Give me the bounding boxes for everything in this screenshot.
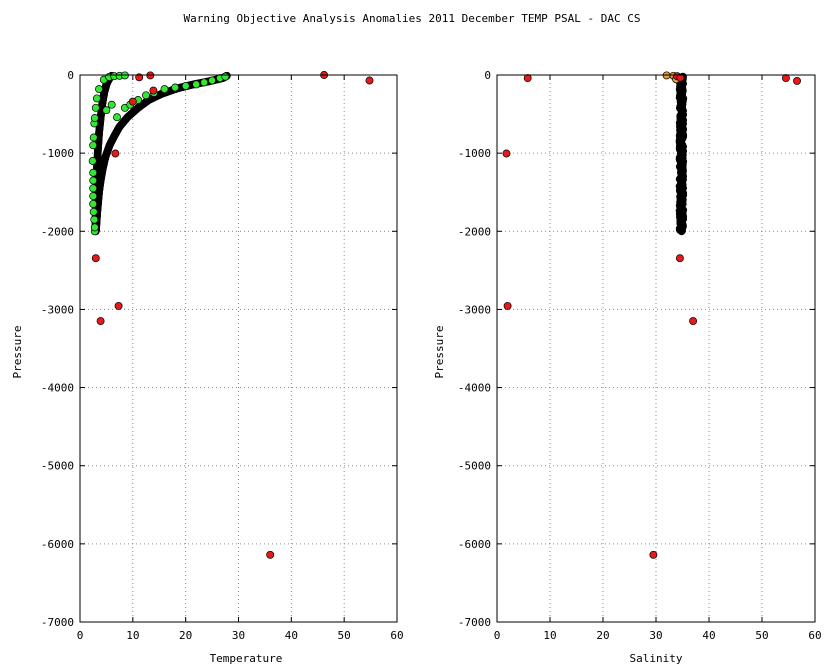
y-axis-label: Pressure	[11, 326, 24, 379]
x-tick-label: 60	[390, 629, 403, 642]
data-points	[502, 71, 801, 559]
data-points	[88, 71, 374, 559]
data-point	[90, 223, 99, 232]
y-tick-label: -5000	[458, 460, 491, 473]
ticks: 0 10 20 30 40 50 60 0 -1000 -2000 -3000 -4000 -5000 -…	[41, 69, 404, 642]
data-point	[503, 301, 512, 310]
data-point	[90, 215, 99, 224]
x-tick-label: 40	[702, 629, 715, 642]
grid	[80, 75, 397, 622]
data-point	[649, 550, 658, 559]
plot-frame	[79, 74, 398, 623]
y-tick-label: -2000	[458, 225, 491, 238]
data-point	[92, 94, 101, 103]
data-point	[89, 168, 98, 177]
data-point	[502, 149, 511, 158]
data-point	[89, 192, 98, 201]
y-tick-label: -3000	[458, 303, 491, 316]
y-tick-label: -4000	[41, 382, 74, 395]
data-point	[135, 73, 144, 82]
data-point	[96, 317, 105, 326]
data-point	[181, 81, 190, 90]
data-point	[200, 78, 209, 87]
data-point	[171, 83, 180, 92]
data-point	[89, 184, 98, 193]
x-tick-label: 40	[285, 629, 298, 642]
data-point	[675, 254, 684, 263]
data-point	[523, 74, 532, 83]
y-axis-label: Pressure	[433, 326, 446, 379]
data-point	[676, 73, 685, 82]
data-point	[149, 86, 158, 95]
y-tick-label: 0	[67, 69, 74, 82]
y-tick-label: -4000	[458, 382, 491, 395]
salinity-pressure-panel: Salinity Pressure 0 10 20 30 40 50 60 0 -1000 -20…	[433, 69, 822, 665]
data-point	[89, 207, 98, 216]
data-point	[89, 199, 98, 208]
data-point	[91, 254, 100, 263]
data-point	[208, 76, 217, 85]
temperature-pressure-panel: Temperature Pressure 0 10 20 30 40 50 60 0 -1000…	[11, 69, 404, 665]
data-point	[266, 550, 275, 559]
data-point	[91, 103, 100, 112]
x-tick-label: 0	[77, 629, 84, 642]
data-point	[160, 85, 169, 94]
data-point	[365, 76, 374, 85]
x-tick-label: 20	[596, 629, 609, 642]
plot-frame	[496, 74, 816, 623]
data-point	[107, 100, 116, 109]
data-point	[677, 227, 686, 236]
data-point	[114, 301, 123, 310]
figure-title: Warning Objective Analysis Anomalies 201…	[184, 12, 641, 25]
y-tick-label: -1000	[458, 147, 491, 160]
data-point	[113, 113, 121, 122]
x-tick-label: 60	[808, 629, 821, 642]
data-point	[192, 80, 201, 89]
y-tick-label: -2000	[41, 225, 74, 238]
x-tick-label: 50	[338, 629, 351, 642]
data-point	[102, 106, 111, 115]
data-point	[90, 114, 99, 122]
data-point	[781, 74, 790, 83]
grid	[497, 75, 815, 622]
y-tick-label: -6000	[458, 538, 491, 551]
y-tick-label: -7000	[458, 616, 491, 629]
x-tick-label: 0	[494, 629, 501, 642]
x-tick-label: 10	[126, 629, 139, 642]
x-axis-label: Temperature	[210, 652, 283, 665]
x-tick-label: 30	[649, 629, 662, 642]
x-axis-label: Salinity	[630, 652, 683, 665]
data-point	[89, 141, 98, 150]
data-point	[88, 157, 97, 165]
y-tick-label: -6000	[41, 538, 74, 551]
data-point	[793, 76, 801, 85]
data-point	[111, 149, 120, 158]
x-tick-label: 30	[232, 629, 245, 642]
y-tick-label: -1000	[41, 147, 74, 160]
y-tick-label: -3000	[41, 303, 74, 316]
ticks: 0 10 20 30 40 50 60 0 -1000 -2000 -3000 -4000 -5000 -…	[458, 69, 822, 642]
x-tick-label: 20	[179, 629, 192, 642]
data-point	[221, 72, 230, 81]
data-point	[95, 85, 103, 94]
y-tick-label: -7000	[41, 616, 74, 629]
data-point	[128, 97, 137, 106]
data-point	[689, 317, 698, 326]
x-tick-label: 50	[755, 629, 768, 642]
y-tick-label: 0	[484, 69, 491, 82]
data-point	[89, 133, 98, 142]
y-tick-label: -5000	[41, 460, 74, 473]
data-point	[142, 91, 150, 100]
x-tick-label: 10	[543, 629, 556, 642]
data-point	[89, 176, 98, 185]
